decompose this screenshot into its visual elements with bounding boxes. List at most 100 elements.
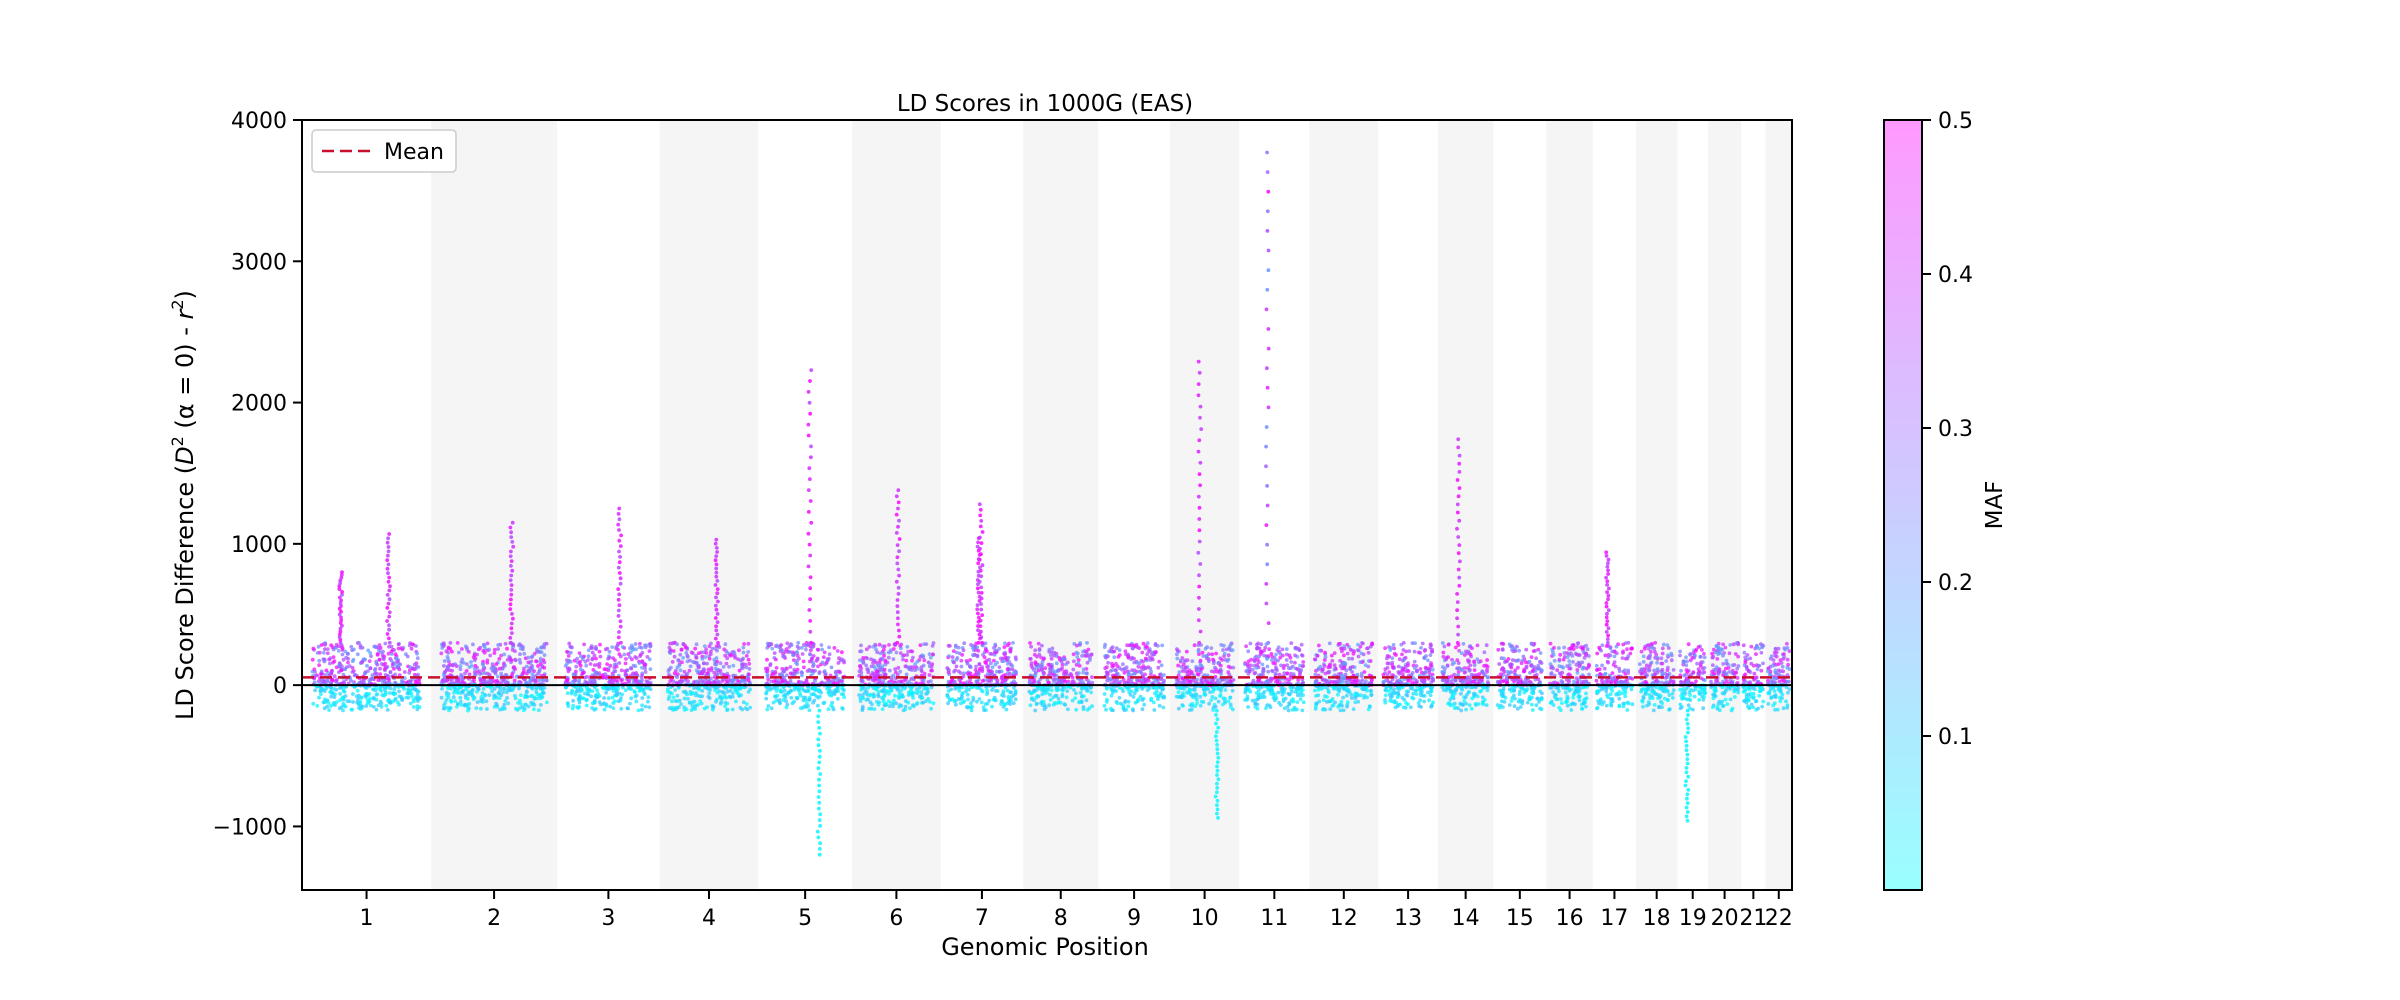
point-3247 xyxy=(1003,652,1007,657)
point-988 xyxy=(502,702,507,707)
point-4283 xyxy=(1224,647,1229,652)
point-2762 xyxy=(886,655,891,660)
point-2000 xyxy=(708,649,713,654)
point-2100 xyxy=(697,651,701,656)
point-575 xyxy=(413,687,418,692)
point-2858 xyxy=(918,654,923,659)
point-130 xyxy=(375,662,380,667)
point-2278 xyxy=(792,699,796,704)
point-1559 xyxy=(575,656,579,661)
point-3659 xyxy=(1063,679,1068,684)
point-4884 xyxy=(1329,698,1334,703)
point-2016 xyxy=(706,667,711,672)
point-2842 xyxy=(926,697,931,701)
point-3232 xyxy=(990,688,994,692)
point-3904 xyxy=(1157,703,1162,708)
point-4874 xyxy=(1368,704,1372,709)
point-2013 xyxy=(707,679,711,683)
point-1343 xyxy=(636,708,641,713)
point-3970 xyxy=(1122,708,1127,713)
point-4457 xyxy=(1265,664,1270,669)
point-3900 xyxy=(1131,643,1135,648)
point-4783 xyxy=(1356,648,1361,653)
point-4108 xyxy=(1218,693,1223,697)
point-3653 xyxy=(1079,686,1084,691)
point-488 xyxy=(328,661,332,666)
point-2802 xyxy=(927,664,932,669)
point-3586 xyxy=(1054,661,1059,666)
point-3968 xyxy=(1112,649,1117,654)
point-1965 xyxy=(688,664,693,669)
point-1466 xyxy=(586,654,591,659)
point-2054 xyxy=(738,686,743,691)
point-492 xyxy=(406,688,411,693)
point-1131 xyxy=(494,662,499,666)
point-3464 xyxy=(1081,649,1085,654)
point-4867 xyxy=(1369,693,1374,697)
point-1922 xyxy=(731,663,736,668)
point-275 xyxy=(370,673,375,677)
point-3967 xyxy=(1136,697,1141,702)
point-4564 xyxy=(1296,678,1300,682)
point-1911 xyxy=(720,690,725,694)
point-4959 xyxy=(1342,675,1346,679)
point-1710 xyxy=(718,701,723,706)
point-4002 xyxy=(1108,669,1113,673)
point-3278 xyxy=(959,658,964,663)
point-1009 xyxy=(463,671,467,676)
point-2868 xyxy=(876,694,881,699)
point-1232 xyxy=(646,699,650,704)
point-2943 xyxy=(899,642,904,647)
point-3228 xyxy=(1006,655,1011,660)
point-590 xyxy=(367,692,372,696)
point-3661 xyxy=(1051,695,1056,700)
point-2435 xyxy=(811,661,815,665)
point-2526 xyxy=(775,643,779,648)
point-1569 xyxy=(584,703,589,708)
point-3592 xyxy=(1071,652,1076,657)
point-4199 xyxy=(1219,672,1223,676)
point-1548 xyxy=(598,654,603,659)
point-88 xyxy=(313,688,317,693)
point-1928 xyxy=(741,645,746,650)
point-2875 xyxy=(880,657,885,662)
point-4946 xyxy=(1350,696,1354,700)
point-3681 xyxy=(1047,647,1052,652)
point-4488 xyxy=(1298,697,1303,701)
point-1632 xyxy=(594,647,599,651)
point-3182 xyxy=(958,671,963,675)
point-895 xyxy=(526,655,531,660)
point-4942 xyxy=(1342,665,1347,669)
point-3277 xyxy=(971,653,975,657)
point-362 xyxy=(418,696,423,701)
point-482 xyxy=(317,650,322,655)
point-2506 xyxy=(799,680,804,685)
point-3829 xyxy=(1130,655,1134,660)
point-1591 xyxy=(619,678,624,683)
point-2479 xyxy=(800,686,805,691)
point-1565 xyxy=(578,654,583,659)
point-123 xyxy=(350,665,355,670)
point-3013 xyxy=(990,704,994,709)
point-2519 xyxy=(807,697,812,702)
scatter-points xyxy=(310,150,1792,857)
point-2004 xyxy=(742,642,746,646)
point-2106 xyxy=(694,679,699,684)
point-4333 xyxy=(1198,658,1203,663)
point-4916 xyxy=(1355,692,1360,696)
point-2023 xyxy=(712,657,717,662)
point-4496 xyxy=(1276,645,1281,650)
point-2574 xyxy=(918,643,923,648)
point-4308 xyxy=(1203,679,1208,683)
point-3074 xyxy=(946,643,951,648)
point-541 xyxy=(402,687,406,691)
point-1650 xyxy=(583,679,588,684)
point-1544 xyxy=(613,658,617,663)
point-2069 xyxy=(723,642,728,647)
point-236 xyxy=(373,671,378,675)
point-574 xyxy=(406,695,411,700)
point-425 xyxy=(340,652,345,657)
point-1041 xyxy=(517,657,522,662)
point-1493 xyxy=(572,679,576,683)
point-1555 xyxy=(605,646,610,651)
